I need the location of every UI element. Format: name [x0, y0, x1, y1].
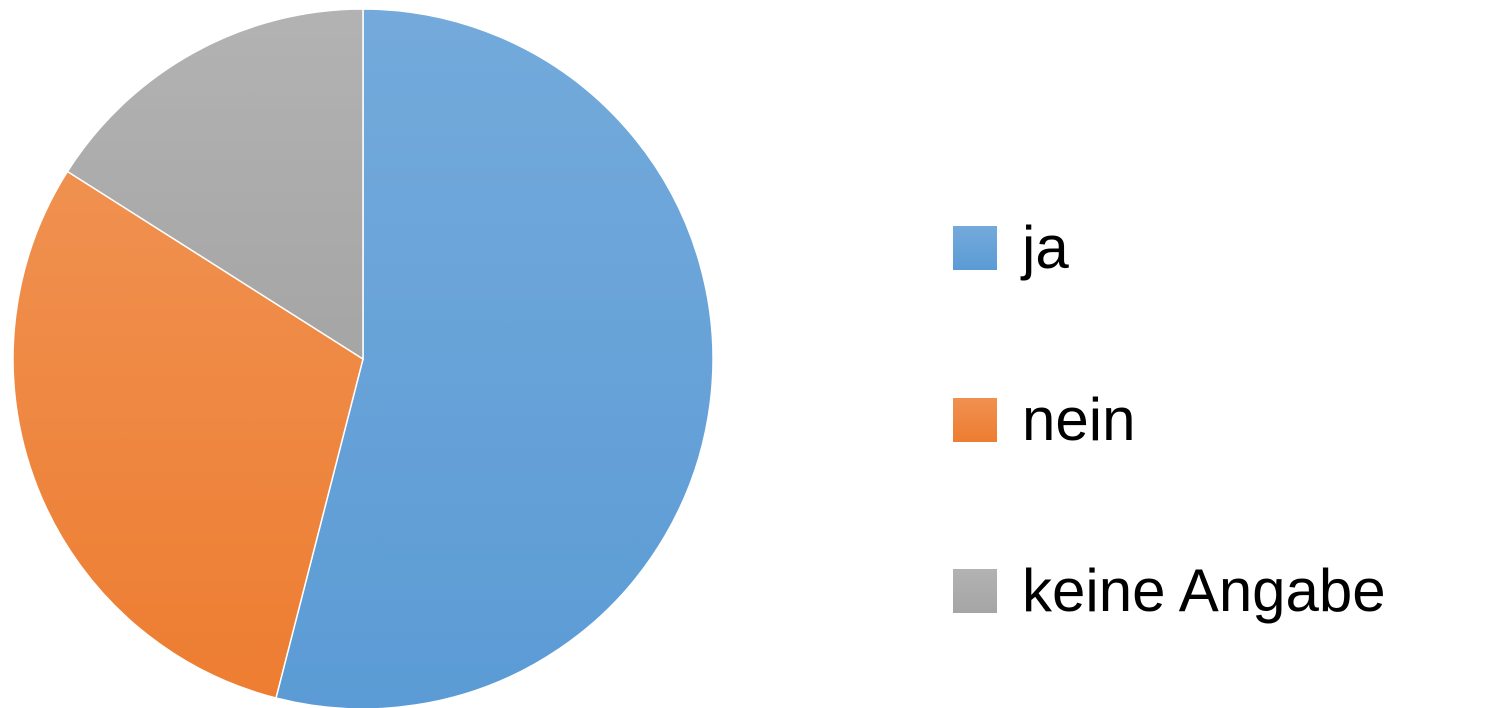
- pie-slice: [12, 170, 364, 699]
- pie-slice: [66, 8, 364, 361]
- legend-label: ja: [1020, 214, 1069, 281]
- legend-swatch: [953, 226, 997, 270]
- legend-swatch: [953, 398, 997, 442]
- legend-swatch: [953, 569, 997, 613]
- legend-label: nein: [1022, 386, 1135, 453]
- pie-slice: [275, 8, 714, 708]
- legend-label: keine Angabe: [1022, 557, 1386, 624]
